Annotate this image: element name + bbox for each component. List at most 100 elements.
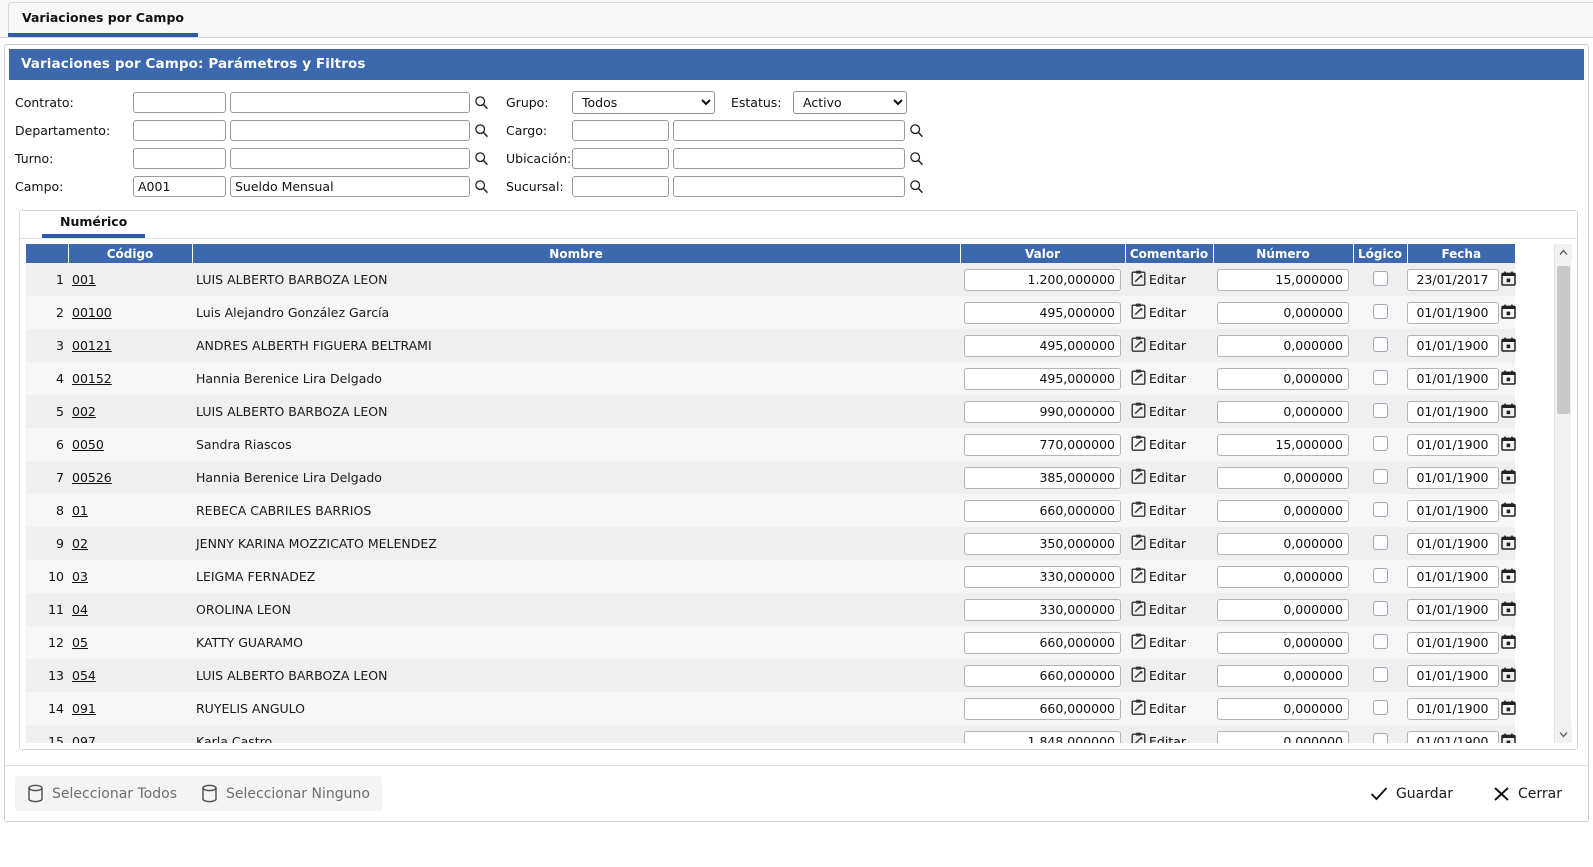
numero-input[interactable] <box>1217 730 1349 743</box>
calendar-icon[interactable] <box>1500 502 1516 520</box>
departamento-code-input[interactable] <box>133 119 226 141</box>
row-codigo-cell[interactable]: 03 <box>68 560 192 593</box>
editar-label[interactable]: Editar <box>1149 305 1187 320</box>
col-header-codigo[interactable]: Código <box>68 244 193 263</box>
table-row[interactable]: 11 04 OROLINA LEON Editar <box>26 593 1516 626</box>
valor-input[interactable] <box>964 301 1121 324</box>
edit-clipboard-icon[interactable] <box>1131 666 1146 685</box>
scrollbar-thumb[interactable] <box>1557 266 1570 414</box>
close-button[interactable]: Cerrar <box>1481 778 1574 810</box>
logico-checkbox[interactable] <box>1372 501 1388 517</box>
codigo-link[interactable]: 0050 <box>72 437 104 452</box>
valor-input[interactable] <box>964 268 1121 291</box>
edit-clipboard-icon[interactable] <box>1131 600 1146 619</box>
grid-vertical-scrollbar[interactable] <box>1554 244 1572 743</box>
codigo-link[interactable]: 02 <box>72 536 88 551</box>
search-icon[interactable] <box>907 148 926 169</box>
codigo-link[interactable]: 091 <box>72 701 96 716</box>
editar-label[interactable]: Editar <box>1149 536 1187 551</box>
row-codigo-cell[interactable]: 001 <box>68 263 192 296</box>
search-icon[interactable] <box>907 176 926 197</box>
calendar-icon[interactable] <box>1500 436 1516 454</box>
ubicacion-code-input[interactable] <box>572 147 669 169</box>
valor-input[interactable] <box>964 400 1121 423</box>
tab-numerico[interactable]: Numérico <box>42 211 146 238</box>
row-comentario-cell[interactable]: Editar <box>1125 362 1213 395</box>
select-all-button[interactable]: Seleccionar Todos <box>15 776 189 811</box>
editar-label[interactable]: Editar <box>1149 701 1187 716</box>
calendar-icon[interactable] <box>1500 667 1516 685</box>
departamento-desc-input[interactable] <box>230 119 470 141</box>
turno-desc-input[interactable] <box>230 147 470 169</box>
codigo-link[interactable]: 054 <box>72 668 96 683</box>
table-row[interactable]: 1 001 LUIS ALBERTO BARBOZA LEON Editar <box>26 263 1516 296</box>
numero-input[interactable] <box>1217 334 1349 357</box>
calendar-icon[interactable] <box>1500 271 1516 289</box>
edit-clipboard-icon[interactable] <box>1131 270 1146 289</box>
row-comentario-cell[interactable]: Editar <box>1125 494 1213 527</box>
row-codigo-cell[interactable]: 04 <box>68 593 192 626</box>
table-row[interactable]: 10 03 LEIGMA FERNADEZ Editar <box>26 560 1516 593</box>
campo-desc-input[interactable] <box>230 175 470 197</box>
fecha-input[interactable] <box>1406 532 1499 555</box>
contrato-desc-input[interactable] <box>230 91 470 113</box>
numero-input[interactable] <box>1217 532 1349 555</box>
col-header-comentario[interactable]: Comentario <box>1125 244 1214 263</box>
codigo-link[interactable]: 00121 <box>72 338 112 353</box>
fecha-input[interactable] <box>1406 697 1499 720</box>
editar-label[interactable]: Editar <box>1149 437 1187 452</box>
row-comentario-cell[interactable]: Editar <box>1125 560 1213 593</box>
fecha-input[interactable] <box>1406 664 1499 687</box>
edit-clipboard-icon[interactable] <box>1131 501 1146 520</box>
table-row[interactable]: 7 00526 Hannia Berenice Lira Delgado Editar <box>26 461 1516 494</box>
edit-clipboard-icon[interactable] <box>1131 699 1146 718</box>
editar-label[interactable]: Editar <box>1149 569 1187 584</box>
valor-input[interactable] <box>964 532 1121 555</box>
codigo-link[interactable]: 002 <box>72 404 96 419</box>
edit-clipboard-icon[interactable] <box>1131 369 1146 388</box>
fecha-input[interactable] <box>1406 499 1499 522</box>
calendar-icon[interactable] <box>1500 535 1516 553</box>
row-codigo-cell[interactable]: 00152 <box>68 362 192 395</box>
numero-input[interactable] <box>1217 268 1349 291</box>
fecha-input[interactable] <box>1406 433 1499 456</box>
edit-clipboard-icon[interactable] <box>1131 303 1146 322</box>
editar-label[interactable]: Editar <box>1149 404 1187 419</box>
logico-checkbox[interactable] <box>1372 666 1388 682</box>
fecha-input[interactable] <box>1406 565 1499 588</box>
editar-label[interactable]: Editar <box>1149 272 1187 287</box>
numero-input[interactable] <box>1217 565 1349 588</box>
table-row[interactable]: 9 02 JENNY KARINA MOZZICATO MELENDEZ Editar <box>26 527 1516 560</box>
valor-input[interactable] <box>964 565 1121 588</box>
col-header-nombre[interactable]: Nombre <box>192 244 961 263</box>
turno-code-input[interactable] <box>133 147 226 169</box>
editar-label[interactable]: Editar <box>1149 635 1187 650</box>
col-header-index[interactable] <box>26 244 69 263</box>
cargo-desc-input[interactable] <box>673 119 905 141</box>
valor-input[interactable] <box>964 730 1121 743</box>
codigo-link[interactable]: 00526 <box>72 470 112 485</box>
campo-code-input[interactable] <box>133 175 226 197</box>
logico-checkbox[interactable] <box>1372 336 1388 352</box>
editar-label[interactable]: Editar <box>1149 371 1187 386</box>
table-row[interactable]: 15 097 Karla Castro Editar <box>26 725 1516 743</box>
row-comentario-cell[interactable]: Editar <box>1125 692 1213 725</box>
col-header-fecha[interactable]: Fecha <box>1407 244 1515 263</box>
fecha-input[interactable] <box>1406 334 1499 357</box>
row-codigo-cell[interactable]: 091 <box>68 692 192 725</box>
numero-input[interactable] <box>1217 301 1349 324</box>
scroll-up-arrow-icon[interactable] <box>1555 244 1572 261</box>
valor-input[interactable] <box>964 367 1121 390</box>
valor-input[interactable] <box>964 433 1121 456</box>
row-codigo-cell[interactable]: 05 <box>68 626 192 659</box>
row-codigo-cell[interactable]: 097 <box>68 725 192 743</box>
codigo-link[interactable]: 097 <box>72 734 96 743</box>
row-codigo-cell[interactable]: 00121 <box>68 329 192 362</box>
logico-checkbox[interactable] <box>1372 567 1388 583</box>
row-codigo-cell[interactable]: 01 <box>68 494 192 527</box>
fecha-input[interactable] <box>1406 367 1499 390</box>
cargo-code-input[interactable] <box>572 119 669 141</box>
row-codigo-cell[interactable]: 054 <box>68 659 192 692</box>
sucursal-code-input[interactable] <box>572 175 669 197</box>
search-icon[interactable] <box>907 120 926 141</box>
